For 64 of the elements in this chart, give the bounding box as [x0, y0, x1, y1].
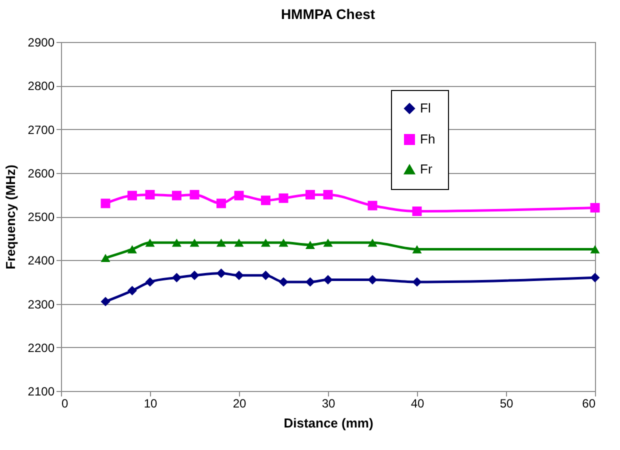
x-tick-label: 20: [232, 396, 246, 410]
chart-title: HMMPA Chest: [280, 6, 376, 22]
point: [145, 190, 155, 200]
y-tick-label: 2400: [28, 254, 55, 268]
point: [412, 277, 422, 287]
point: [323, 238, 333, 247]
point: [590, 203, 600, 213]
point: [190, 238, 200, 247]
point: [590, 245, 600, 254]
point: [100, 296, 110, 306]
y-tick-label: 2900: [28, 36, 55, 50]
y-tick-label: 2600: [28, 166, 55, 180]
y-tick-label: 2200: [28, 340, 55, 355]
point: [412, 206, 422, 216]
point: [323, 275, 333, 284]
x-tick-label: 30: [322, 396, 336, 410]
point: [260, 270, 270, 280]
point: [305, 240, 315, 249]
y-tick-label: 2500: [28, 210, 55, 224]
point: [412, 245, 422, 254]
y-tick-label: 2800: [28, 79, 55, 94]
point: [234, 190, 244, 200]
legend-label: Fr: [420, 162, 433, 176]
point: [127, 190, 137, 200]
point: [323, 190, 333, 200]
point: [278, 193, 288, 203]
point: [172, 272, 182, 282]
point: [172, 190, 182, 200]
point: [590, 272, 600, 282]
point: [368, 200, 378, 210]
point: [278, 238, 288, 247]
y-tick-label: 2700: [28, 122, 55, 137]
x-tick-label: 50: [500, 396, 514, 410]
point: [234, 238, 244, 247]
point: [216, 238, 226, 247]
point: [305, 190, 315, 200]
point: [100, 254, 110, 262]
point: [368, 275, 378, 284]
point: [127, 286, 137, 296]
point: [260, 238, 270, 247]
legend-label: Fl: [420, 100, 431, 116]
point: [216, 268, 226, 278]
point: [234, 270, 244, 280]
x-tick-label: 0: [62, 396, 68, 410]
y-tick-label: 2300: [28, 297, 55, 312]
point: [190, 190, 200, 200]
point: [278, 277, 288, 287]
point: [100, 198, 110, 208]
point: [127, 245, 137, 254]
x-tick-label: 40: [410, 396, 424, 410]
point: [190, 270, 200, 280]
y-axis-title: Frequency (MHz): [2, 164, 18, 270]
point: [145, 238, 155, 247]
point: [368, 238, 378, 247]
x-tick-label: 60: [582, 396, 596, 410]
legend-label: Fh: [420, 132, 436, 146]
y-tick-label: 2100: [28, 384, 55, 398]
point: [260, 196, 270, 206]
point: [216, 198, 226, 208]
x-axis-title: Distance (mm): [284, 416, 374, 430]
x-tick-label: 10: [144, 396, 158, 410]
point: [172, 238, 182, 247]
point: [145, 277, 155, 287]
point: [305, 277, 315, 287]
